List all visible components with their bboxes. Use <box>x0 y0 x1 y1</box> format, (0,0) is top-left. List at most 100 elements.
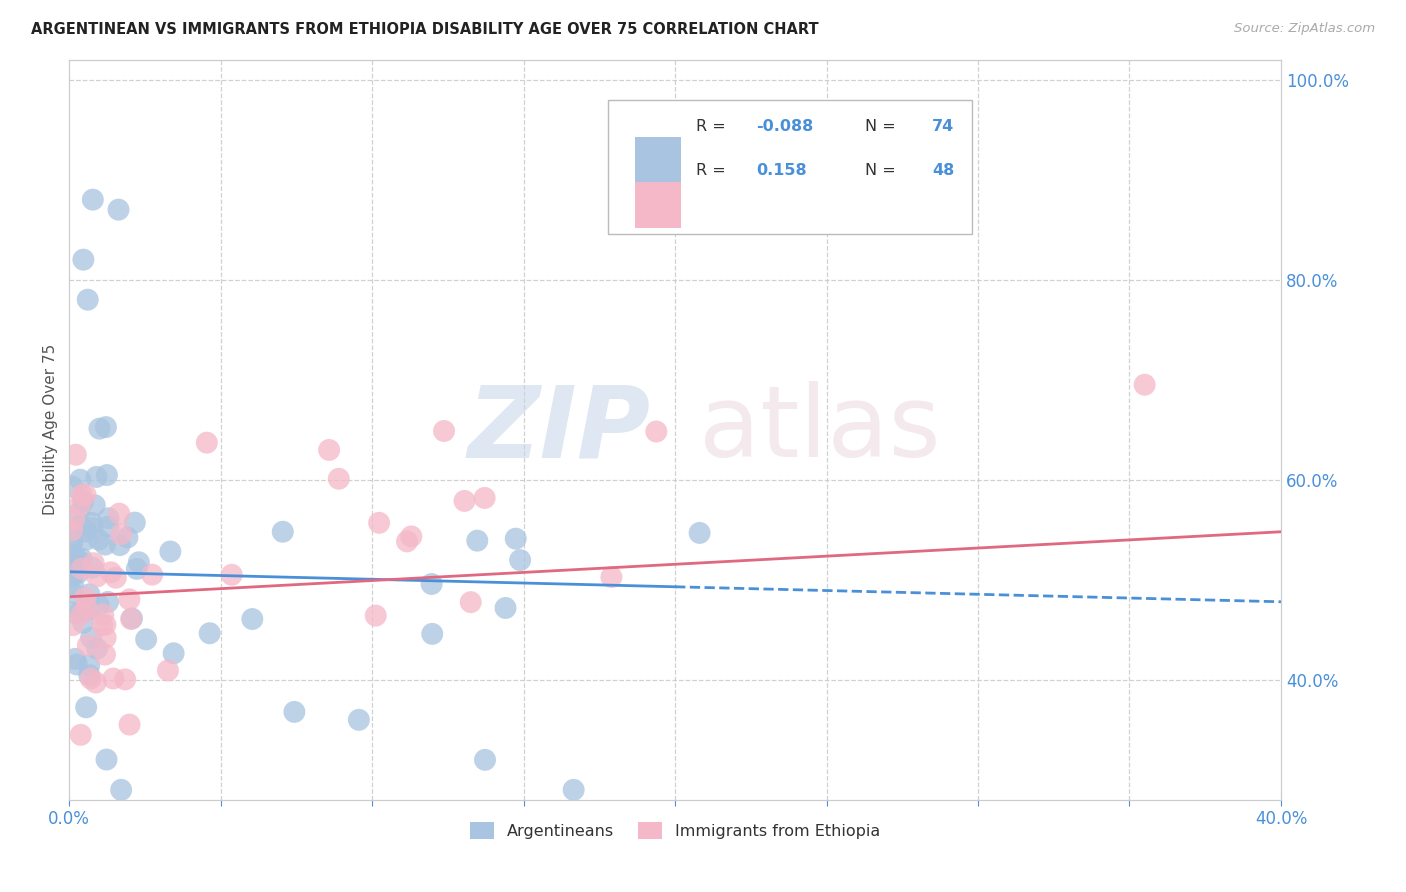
Point <box>159 544 181 558</box>
Point <box>433 424 456 438</box>
Point <box>75 488 97 502</box>
Point <box>69 555 91 569</box>
Point <box>66 657 89 672</box>
Point <box>66 556 89 570</box>
Point <box>135 632 157 647</box>
Point <box>63 652 86 666</box>
Point <box>347 713 370 727</box>
Point <box>328 472 350 486</box>
Point <box>70 607 93 622</box>
Point <box>86 470 108 484</box>
Point <box>60 568 83 582</box>
Point <box>401 529 423 543</box>
Point <box>80 672 103 686</box>
Point <box>495 601 517 615</box>
Point <box>83 498 105 512</box>
Point <box>82 193 104 207</box>
Point <box>62 618 84 632</box>
Point <box>156 664 179 678</box>
Text: N =: N = <box>865 163 901 178</box>
Point <box>83 556 105 570</box>
Text: ZIP: ZIP <box>468 381 651 478</box>
Point <box>76 639 98 653</box>
Point <box>94 538 117 552</box>
Point <box>474 491 496 505</box>
Point <box>75 524 97 539</box>
Point <box>69 473 91 487</box>
Point <box>97 511 120 525</box>
Point <box>70 488 93 502</box>
Point <box>97 519 120 533</box>
Point <box>76 293 98 307</box>
Point <box>82 521 104 535</box>
Point <box>1133 377 1156 392</box>
Point <box>465 533 488 548</box>
Bar <box>636 137 681 183</box>
Point <box>104 571 127 585</box>
Point <box>509 553 531 567</box>
FancyBboxPatch shape <box>609 100 972 234</box>
Text: 48: 48 <box>932 163 955 178</box>
Point <box>121 611 143 625</box>
Point <box>69 728 91 742</box>
Point <box>240 612 263 626</box>
Point <box>97 595 120 609</box>
Bar <box>636 182 681 227</box>
Point <box>80 516 103 530</box>
Point <box>271 524 294 539</box>
Point <box>395 534 418 549</box>
Point <box>77 658 100 673</box>
Point <box>75 700 97 714</box>
Point <box>96 468 118 483</box>
Point <box>420 577 443 591</box>
Point <box>82 560 104 574</box>
Point <box>125 562 148 576</box>
Point <box>60 533 83 548</box>
Point <box>67 566 90 580</box>
Point <box>420 627 443 641</box>
Text: -0.088: -0.088 <box>756 119 814 134</box>
Point <box>89 422 111 436</box>
Point <box>72 252 94 267</box>
Text: Source: ZipAtlas.com: Source: ZipAtlas.com <box>1234 22 1375 36</box>
Point <box>69 498 91 512</box>
Point <box>63 550 86 565</box>
Point <box>79 602 101 616</box>
Point <box>75 591 97 605</box>
Point <box>283 705 305 719</box>
Point <box>80 631 103 645</box>
Point <box>114 673 136 687</box>
Point <box>60 559 83 574</box>
Point <box>141 567 163 582</box>
Point <box>562 782 585 797</box>
Point <box>63 512 86 526</box>
Point <box>72 494 94 508</box>
Point <box>100 566 122 580</box>
Point <box>94 648 117 662</box>
Point <box>107 202 129 217</box>
Point <box>75 533 97 547</box>
Point <box>108 507 131 521</box>
Point <box>96 753 118 767</box>
Point <box>198 626 221 640</box>
Point <box>77 668 100 682</box>
Point <box>368 516 391 530</box>
Text: 0.158: 0.158 <box>756 163 807 178</box>
Point <box>460 595 482 609</box>
Text: R =: R = <box>696 163 731 178</box>
Point <box>94 631 117 645</box>
Point <box>60 585 83 599</box>
Point <box>91 618 114 632</box>
Point <box>108 538 131 552</box>
Legend: Argentineans, Immigrants from Ethiopia: Argentineans, Immigrants from Ethiopia <box>464 816 886 845</box>
Text: ARGENTINEAN VS IMMIGRANTS FROM ETHIOPIA DISABILITY AGE OVER 75 CORRELATION CHART: ARGENTINEAN VS IMMIGRANTS FROM ETHIOPIA … <box>31 22 818 37</box>
Point <box>65 448 87 462</box>
Point <box>110 782 132 797</box>
Point <box>86 569 108 583</box>
Point <box>94 420 117 434</box>
Point <box>70 551 93 566</box>
Point <box>162 646 184 660</box>
Point <box>124 516 146 530</box>
Point <box>76 601 98 615</box>
Text: 74: 74 <box>932 119 955 134</box>
